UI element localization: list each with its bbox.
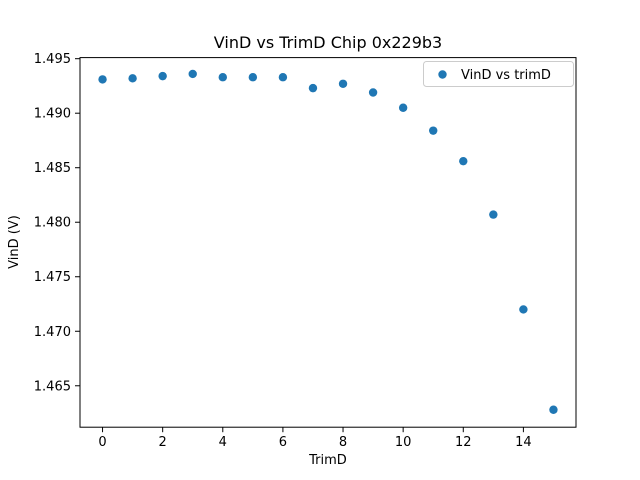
y-tick-label: 1.485 bbox=[34, 161, 71, 176]
y-tick-label: 1.470 bbox=[34, 325, 71, 340]
legend-label: VinD vs trimD bbox=[461, 68, 551, 83]
data-point bbox=[248, 73, 258, 82]
data-point bbox=[489, 210, 498, 219]
legend-marker-icon bbox=[438, 70, 447, 79]
data-point bbox=[158, 71, 167, 81]
x-tick-label: 4 bbox=[219, 435, 227, 450]
x-tick-label: 8 bbox=[339, 435, 347, 450]
axis-ticks: 0 2 4 6 8 10 12 14 1.465 1.470 1.475 1.480 1.485 1.49… bbox=[34, 52, 532, 450]
legend-box bbox=[423, 61, 574, 87]
y-tick-label: 1.495 bbox=[34, 52, 71, 67]
data-point bbox=[308, 83, 318, 93]
legend: VinD vs trimD bbox=[423, 61, 574, 87]
data-point bbox=[368, 88, 378, 97]
y-tick-label: 1.465 bbox=[34, 379, 71, 394]
x-axis-label: TrimD bbox=[308, 453, 347, 468]
data-point bbox=[218, 73, 227, 82]
data-point bbox=[459, 156, 468, 166]
x-tick-label: 6 bbox=[279, 435, 287, 450]
data-point bbox=[128, 74, 137, 83]
data-point bbox=[188, 69, 197, 79]
x-tick-label: 10 bbox=[395, 435, 412, 450]
x-tick-label: 14 bbox=[515, 435, 532, 450]
data-point bbox=[278, 73, 288, 82]
x-tick-label: 12 bbox=[455, 435, 472, 450]
x-tick-label: 0 bbox=[98, 435, 106, 450]
data-point bbox=[398, 103, 408, 112]
data-point bbox=[98, 75, 107, 84]
y-tick-label: 1.475 bbox=[34, 270, 71, 285]
y-tick-label: 1.480 bbox=[34, 216, 71, 231]
chart-title: VinD vs TrimD Chip 0x229b3 bbox=[214, 33, 442, 52]
data-point bbox=[429, 126, 438, 135]
data-point bbox=[519, 305, 528, 314]
y-axis-label: VinD (V) bbox=[7, 215, 22, 269]
plot-area bbox=[79, 57, 577, 428]
data-point bbox=[338, 79, 348, 88]
x-tick-label: 2 bbox=[159, 435, 167, 450]
data-point bbox=[549, 405, 558, 414]
scatter-points bbox=[98, 69, 558, 414]
y-tick-label: 1.490 bbox=[34, 107, 71, 122]
